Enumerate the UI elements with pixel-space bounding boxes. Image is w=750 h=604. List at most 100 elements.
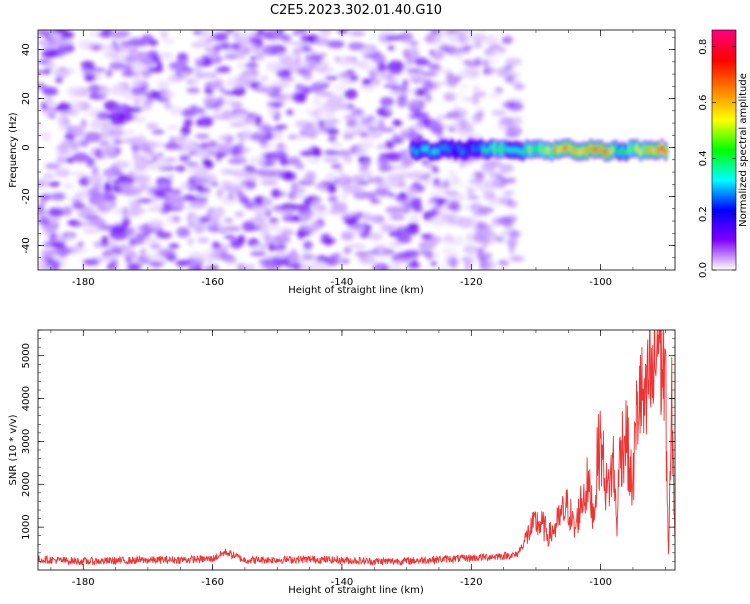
heatmap-cell — [414, 79, 421, 85]
heatmap-cell — [323, 157, 341, 163]
heatmap-cell — [292, 194, 306, 198]
heatmap-cell — [135, 174, 151, 185]
y-tick-label: -40 — [21, 237, 32, 253]
heatmap-cell — [506, 200, 518, 208]
heatmap-cell — [249, 56, 258, 61]
heatmap-cell — [45, 163, 60, 170]
heatmap-cell — [445, 35, 461, 41]
heatmap-cell — [47, 181, 61, 187]
heatmap-cell — [348, 244, 366, 249]
heatmap-cell — [432, 30, 451, 38]
heatmap-cell — [472, 94, 480, 106]
heatmap-cell — [473, 40, 483, 49]
heatmap-cell — [362, 170, 374, 180]
heatmap-cell — [307, 212, 314, 219]
heatmap-cell — [227, 157, 238, 165]
heatmap-cell — [432, 177, 441, 186]
heatmap-cell — [180, 125, 191, 137]
heatmap-cell — [60, 39, 75, 45]
heatmap-cell — [216, 222, 227, 230]
heatmap-cell — [68, 197, 76, 202]
heatmap-cell — [59, 70, 71, 77]
spectrogram-y-label: Frequency (Hz) — [8, 112, 19, 188]
heatmap-cell — [87, 174, 104, 185]
heatmap-cell — [216, 188, 224, 198]
heatmap-cell — [155, 177, 173, 186]
heatmap-cell — [103, 100, 119, 112]
heatmap-cell — [45, 99, 55, 107]
heatmap-cell — [361, 78, 372, 86]
heatmap-cell — [291, 92, 305, 103]
heatmap-cell — [399, 208, 412, 214]
heatmap-cell — [168, 243, 180, 249]
heatmap-cell — [149, 165, 157, 170]
heatmap-cell — [215, 154, 222, 162]
heatmap-cell — [369, 71, 376, 82]
heatmap-cell — [109, 119, 126, 126]
heatmap-cell — [389, 260, 403, 270]
heatmap-cell — [71, 171, 86, 177]
heatmap-cell — [311, 82, 323, 92]
heatmap-cell — [87, 84, 101, 94]
heatmap-cell — [270, 257, 286, 264]
heatmap-cell — [270, 222, 280, 228]
heatmap-cell — [391, 134, 401, 145]
heatmap-cell — [81, 209, 97, 216]
heatmap-cell — [215, 142, 233, 153]
heatmap-cell — [504, 218, 514, 229]
colorbar-tick-label: 0.0 — [698, 262, 709, 278]
heatmap-cell — [299, 150, 317, 157]
heatmap-cell — [245, 263, 256, 270]
heatmap-cell — [218, 87, 227, 93]
heatmap-cell — [277, 145, 289, 150]
heatmap-cell — [466, 195, 480, 200]
heatmap-cell — [132, 79, 147, 87]
heatmap-cell — [110, 30, 127, 40]
heatmap-cell — [328, 135, 337, 143]
heatmap-cell — [392, 165, 410, 170]
heatmap-cell — [499, 163, 515, 172]
y-tick-label: 1000 — [21, 514, 32, 539]
heatmap-cell — [69, 125, 86, 135]
heatmap-cell — [408, 104, 418, 110]
colorbar-gradient — [711, 29, 737, 271]
heatmap-cell — [195, 264, 203, 270]
heatmap-cell — [123, 55, 138, 64]
heatmap-cell — [429, 208, 439, 217]
heatmap-cell — [342, 128, 358, 134]
heatmap-cell — [256, 52, 265, 61]
heatmap-cell — [59, 142, 72, 149]
heatmap-cell — [345, 211, 358, 216]
heatmap-cell — [140, 91, 151, 96]
heatmap-cell — [62, 183, 75, 189]
heatmap-cell — [422, 80, 434, 92]
heatmap-cell — [239, 184, 248, 191]
heatmap-cell — [128, 136, 146, 146]
heatmap-cell — [452, 118, 463, 129]
heatmap-cell — [151, 129, 165, 135]
heatmap-cell — [374, 244, 388, 253]
heatmap-cell — [261, 126, 274, 133]
heatmap-cell — [303, 122, 316, 130]
heatmap-cell — [313, 105, 331, 115]
heatmap-cell — [306, 158, 321, 164]
heatmap-cell — [230, 101, 243, 109]
heatmap-cell — [251, 49, 266, 55]
heatmap-cell — [188, 76, 200, 87]
heatmap-cell — [413, 88, 428, 97]
heatmap-cell — [75, 222, 93, 227]
heatmap-cell — [442, 114, 451, 119]
heatmap-cell — [410, 40, 419, 47]
x-tick-label: -160 — [201, 277, 224, 288]
heatmap-cell — [468, 179, 485, 184]
heatmap-cell — [424, 200, 438, 206]
heatmap-cell — [504, 74, 515, 84]
heatmap-cell — [97, 224, 113, 231]
heatmap-cell — [297, 230, 306, 240]
heatmap-cell — [236, 263, 247, 270]
heatmap-cell — [474, 57, 482, 67]
heatmap-cell — [368, 232, 383, 241]
heatmap-cell — [172, 188, 182, 195]
heatmap-cell — [500, 230, 507, 238]
heatmap-cell — [259, 264, 269, 269]
